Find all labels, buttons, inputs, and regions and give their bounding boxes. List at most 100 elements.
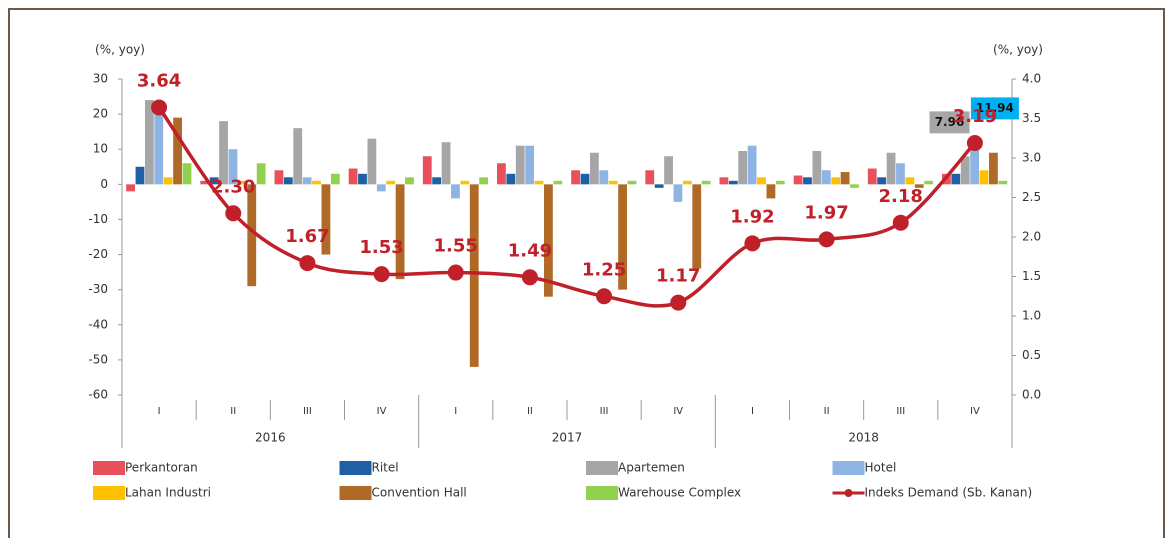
bar [979,170,989,185]
bar [998,180,1008,185]
y2-tick-label: 2.0 [1022,230,1041,244]
legend-label: Ritel [372,461,399,475]
bar [757,177,766,185]
y2-tick-label: 3.5 [1022,111,1041,125]
bar [627,180,637,185]
bar [989,152,998,185]
legend-label: Apartemen [618,461,685,475]
y2-tick-label: 4.0 [1022,72,1041,86]
legend-swatch [93,486,125,500]
bar [293,128,303,185]
group-label: 2017 [552,431,583,445]
bar [766,184,776,199]
bar [219,121,228,185]
line-point [892,214,909,231]
bar [664,156,673,185]
frame [8,8,1165,538]
legend-swatch [339,486,372,500]
bar [247,184,257,287]
line [157,106,977,308]
bar [571,170,580,185]
bar [599,170,609,185]
bar [144,100,154,185]
bar [673,184,683,202]
x-tick-label: II [230,406,236,417]
bar [432,177,442,185]
y-tick-label: -40 [88,317,108,331]
bar [924,180,934,185]
bar [173,117,182,185]
y-tick-label: -20 [88,247,108,261]
bar [654,184,664,188]
x-tick-label: IV [970,406,980,417]
bar [970,142,980,185]
bar [348,168,358,185]
bar [358,173,367,185]
x-tick-label: III [600,406,609,417]
legend-label: Hotel [865,461,897,475]
bar [135,166,145,185]
y2-tick-label: 2.5 [1022,190,1041,204]
bar [256,163,266,185]
bar [896,163,905,185]
x-tick-label: II [824,406,830,417]
y2-tick-label: 1.0 [1022,309,1041,323]
y-tick-label: 20 [93,107,108,121]
y2-axis-label: (%, yoy) [993,43,1043,57]
bar [803,177,812,185]
bar [747,145,757,185]
bar [321,184,331,255]
y-tick-label: -50 [88,352,108,366]
bar [775,180,785,185]
legend-label: Warehouse Complex [618,486,741,500]
bar [451,184,460,199]
data-label: 3.19 [953,106,997,127]
x-tick-label: I [158,406,161,417]
data-label-box [929,111,970,134]
data-label: 1.17 [656,266,700,287]
line-point [521,269,538,286]
bar [283,177,293,185]
bar [525,145,535,185]
y-tick-label: -10 [88,212,108,226]
group-label: 2018 [848,431,879,445]
data-label: 1.49 [508,240,552,261]
data-label-box [970,97,1019,120]
legend-label: Lahan Industri [125,486,211,500]
bar [553,180,563,185]
line-point [373,266,390,283]
data-label: 2.30 [211,176,255,197]
bar [821,170,831,185]
bar [469,184,479,367]
bar [200,180,210,185]
data-label: 1.92 [730,206,774,227]
x-tick-label: IV [377,406,387,417]
bar [312,180,321,185]
bar [237,180,247,185]
bar [951,173,961,185]
data-label: 1.25 [582,259,626,280]
bar [793,175,803,185]
bar [274,170,284,185]
line-point [966,134,983,151]
bar [960,156,970,185]
line-point [151,99,168,116]
data-label: 1.97 [804,202,848,223]
line-point [744,235,761,252]
bar [701,180,711,185]
data-label: 11.94 [976,101,1014,115]
legend-swatch [586,486,618,500]
data-label: 3.64 [137,70,181,91]
bar [544,184,553,297]
bar [497,163,506,185]
bar [163,177,173,185]
bar [376,184,386,192]
bar [460,180,470,185]
bar [441,142,451,185]
bar [515,145,525,185]
bar [580,173,590,185]
bar [886,152,896,185]
bar [422,156,432,185]
y2-tick-label: 0.0 [1022,388,1041,402]
